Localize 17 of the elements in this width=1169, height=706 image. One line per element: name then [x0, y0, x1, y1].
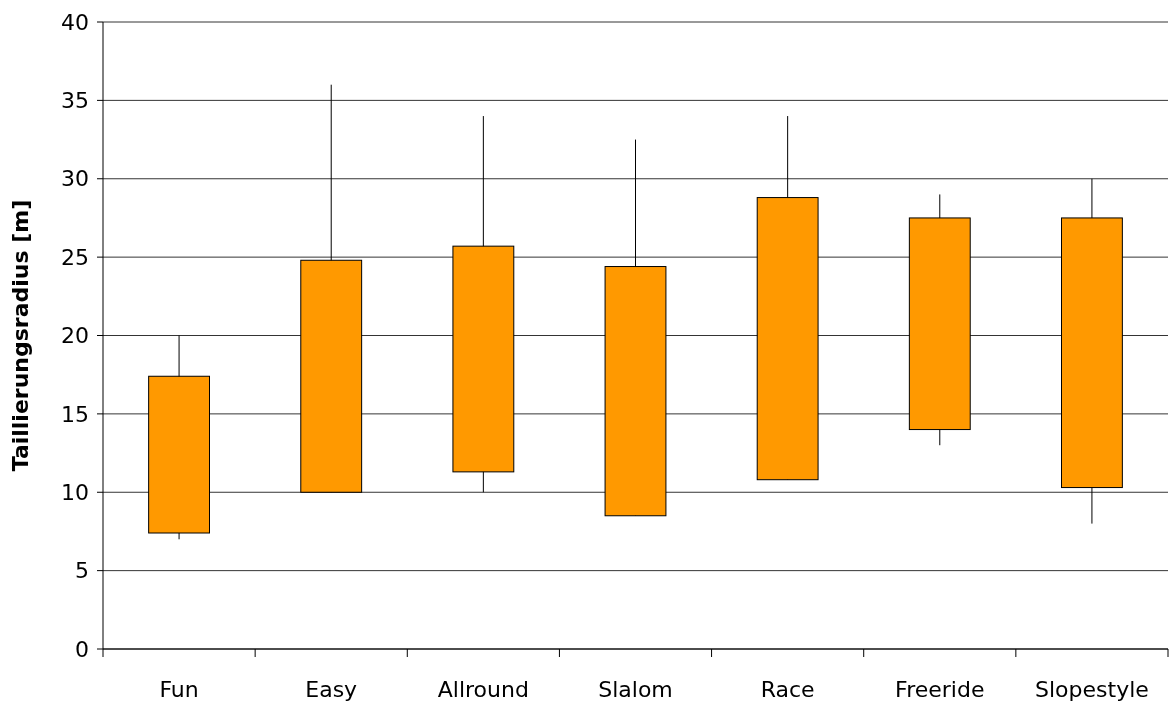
x-tick-label: Easy: [305, 677, 358, 702]
y-tick-label: 40: [61, 9, 89, 35]
y-tick-label: 20: [61, 323, 89, 349]
x-tick-label: Allround: [437, 677, 529, 702]
y-tick-label: 5: [75, 558, 89, 584]
y-tick-label: 25: [61, 244, 89, 270]
y-tick-label: 10: [61, 479, 89, 505]
y-axis-title: Taillierungsradius [m]: [8, 199, 33, 472]
y-tick-label: 30: [61, 166, 89, 192]
x-tick-label: Freeride: [895, 677, 985, 702]
x-tick-label: Fun: [159, 677, 199, 702]
y-tick-label: 35: [61, 88, 89, 114]
y-tick-label: 15: [61, 401, 89, 427]
x-tick-label: Slalom: [598, 677, 673, 702]
y-tick-label: 0: [75, 636, 89, 662]
x-tick-label: Slopestyle: [1035, 677, 1149, 702]
x-tick-label: Race: [760, 677, 815, 702]
